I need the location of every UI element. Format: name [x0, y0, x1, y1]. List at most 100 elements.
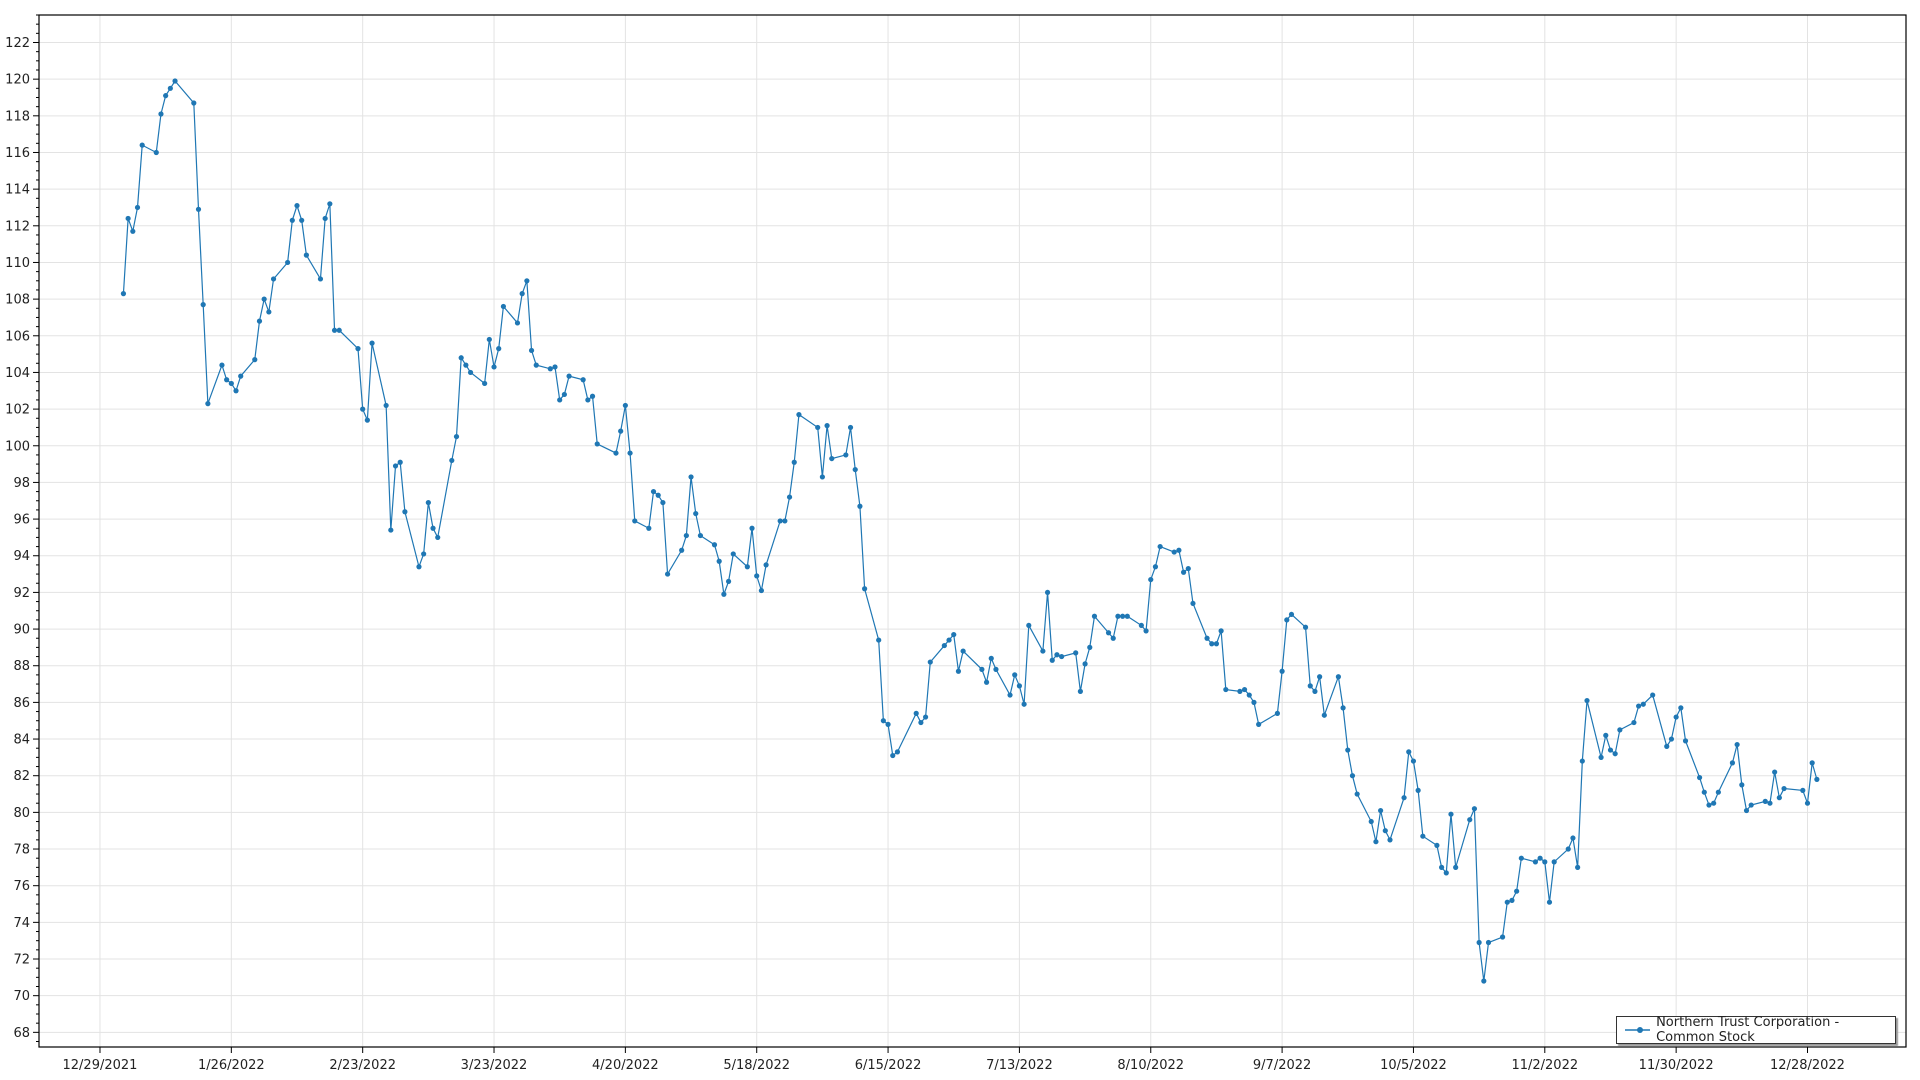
data-point — [1340, 705, 1346, 711]
data-point — [327, 201, 333, 207]
data-point — [1804, 800, 1811, 806]
data-point — [369, 340, 375, 346]
data-point — [847, 424, 854, 431]
x-tick-label: 11/30/2022 — [1639, 1058, 1714, 1073]
data-point — [1049, 657, 1055, 663]
data-point — [1814, 776, 1820, 782]
data-point — [1579, 758, 1585, 764]
data-point — [1288, 611, 1295, 618]
data-point — [941, 642, 947, 649]
data-point — [1082, 661, 1088, 667]
data-point — [355, 346, 361, 352]
data-point — [547, 366, 553, 372]
tick-labels: 68 70 72 74 76 78 80 82 84 86 88 90 92 94 96 98 100 102 10… — [5, 36, 1845, 1073]
data-point — [191, 100, 197, 106]
data-point — [1044, 589, 1051, 596]
data-point — [491, 364, 497, 370]
data-point — [224, 377, 230, 383]
data-point — [1274, 710, 1281, 716]
data-point — [1518, 855, 1524, 861]
data-point — [1499, 934, 1506, 940]
data-point — [1607, 747, 1614, 753]
data-point — [1218, 628, 1224, 634]
y-tick-label: 100 — [5, 439, 30, 454]
y-tick-label: 90 — [13, 623, 30, 638]
data-point — [270, 276, 277, 282]
data-point — [1143, 628, 1149, 634]
data-point — [679, 547, 685, 553]
data-point — [1668, 736, 1675, 742]
y-tick-label: 78 — [13, 843, 30, 858]
data-point — [430, 525, 436, 531]
data-point — [1800, 787, 1806, 793]
data-point — [946, 637, 952, 643]
data-point — [1743, 807, 1750, 814]
data-point — [1575, 864, 1581, 870]
data-point — [1148, 576, 1154, 583]
data-point — [1696, 774, 1703, 781]
x-tick-label: 10/5/2022 — [1380, 1058, 1447, 1073]
data-point — [1077, 688, 1083, 694]
data-point — [852, 466, 858, 473]
data-point — [1378, 807, 1384, 814]
data-point — [200, 302, 206, 308]
axes — [33, 14, 1907, 1053]
data-point — [1448, 811, 1454, 817]
data-point — [1241, 686, 1248, 693]
data-point — [1026, 622, 1032, 629]
data-point — [824, 423, 830, 429]
data-point — [1734, 741, 1740, 748]
data-point — [1504, 899, 1510, 905]
data-point — [979, 666, 985, 672]
data-point — [1021, 701, 1027, 707]
data-point — [594, 441, 600, 447]
data-point — [913, 710, 919, 716]
data-point — [918, 719, 924, 726]
data-point — [533, 362, 539, 368]
data-point — [894, 749, 901, 755]
data-point — [660, 499, 666, 506]
data-point — [890, 752, 896, 759]
data-point — [322, 215, 328, 222]
data-point — [1349, 773, 1356, 779]
data-point — [1612, 751, 1618, 757]
data-point — [1312, 688, 1318, 694]
data-point — [1640, 701, 1646, 707]
y-tick-label: 80 — [13, 806, 30, 821]
y-tick-label: 70 — [13, 989, 30, 1004]
y-tick-label: 110 — [5, 256, 30, 271]
data-point — [228, 380, 234, 387]
data-point — [622, 402, 628, 409]
data-point — [829, 455, 835, 462]
data-point — [1762, 798, 1768, 804]
data-point — [524, 278, 530, 284]
data-point — [580, 377, 586, 383]
data-point — [158, 111, 164, 117]
data-point — [331, 327, 338, 333]
y-tick-label: 98 — [13, 476, 30, 491]
data-point — [1368, 818, 1374, 825]
data-point — [960, 648, 966, 654]
data-point — [1467, 817, 1473, 823]
data-point — [1729, 760, 1736, 766]
data-point — [1570, 835, 1576, 841]
data-point — [303, 252, 309, 258]
data-point — [927, 659, 933, 665]
data-point — [955, 668, 962, 674]
data-point — [1190, 600, 1196, 607]
data-point — [1420, 833, 1426, 839]
data-point — [120, 291, 127, 297]
data-point — [1279, 668, 1285, 674]
data-point — [1739, 782, 1745, 788]
grid-lines — [39, 15, 1906, 1047]
data-point — [1105, 630, 1112, 636]
data-point — [167, 85, 173, 91]
data-point — [134, 204, 141, 211]
data-point — [1532, 859, 1539, 865]
data-point — [1007, 692, 1013, 698]
data-point — [1016, 683, 1023, 689]
data-point — [528, 347, 535, 354]
data-point — [1509, 897, 1515, 903]
data-point — [1012, 672, 1018, 678]
data-point — [613, 450, 619, 456]
